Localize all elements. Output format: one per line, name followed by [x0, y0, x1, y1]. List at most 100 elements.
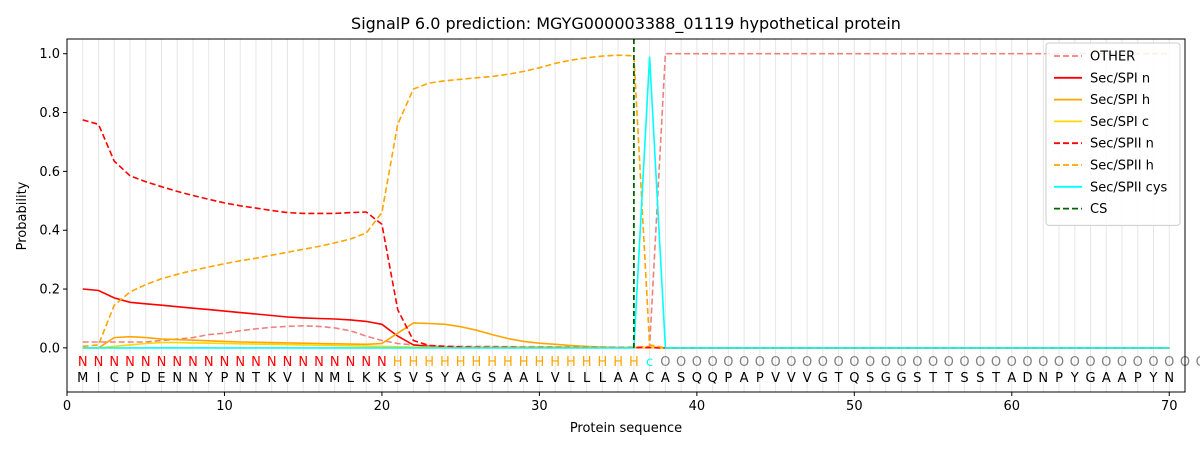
annotation-letter: N [251, 355, 261, 370]
sequence-letter: Y [440, 371, 449, 386]
annotation-letter: O [1022, 355, 1032, 370]
annotation-letter: O [786, 355, 796, 370]
annotation-letter: O [944, 355, 954, 370]
sequence-letter: M [329, 371, 340, 386]
x-tick-label: 20 [374, 399, 391, 414]
sequence-letter: L [567, 371, 575, 386]
y-axis-label: Probability [15, 181, 30, 250]
sequence-letter: Y [204, 371, 213, 386]
legend-entry: Sec/SPII h [1090, 159, 1154, 174]
annotation-letter: O [865, 355, 875, 370]
legend-entry: Sec/SPI n [1090, 71, 1150, 86]
annotation-letter: H [456, 355, 466, 370]
sequence-letter: P [1055, 371, 1063, 386]
sequence-letter: A [519, 371, 528, 386]
x-tick-label: 60 [1004, 399, 1021, 414]
annotation-letter: N [125, 355, 135, 370]
annotation-letter: O [1148, 355, 1158, 370]
sequence-letter: A [503, 371, 512, 386]
annotation-letter: N [141, 355, 151, 370]
annotation-letter: O [849, 355, 859, 370]
sequence-letter: S [394, 371, 402, 386]
x-tick-label: 10 [216, 399, 233, 414]
sequence-letter: N [314, 371, 324, 386]
legend: OTHER Sec/SPI n Sec/SPI h Sec/SPI c Sec/SPII… [1045, 42, 1181, 226]
x-tick-label: 40 [689, 399, 706, 414]
annotation-letter: O [1117, 355, 1127, 370]
annotation-letter: N [361, 355, 371, 370]
sequence-letter: V [803, 371, 812, 386]
annotation-letter: N [157, 355, 167, 370]
sequence-letter: A [456, 371, 465, 386]
vertical-gridlines [82, 39, 1170, 392]
sequence-letter: A [1102, 371, 1111, 386]
legend-entry: OTHER [1090, 50, 1135, 65]
sequence-letter: C [645, 371, 654, 386]
series-line [82, 52, 1170, 349]
sequence-letter: G [1085, 371, 1095, 386]
sequence-letter: P [724, 371, 732, 386]
sequence-letter: T [834, 371, 843, 386]
annotation-letter: N [283, 355, 293, 370]
x-tick-label: 70 [1161, 399, 1178, 414]
y-tick-label: 0.4 [39, 224, 60, 239]
x-tick-label: 30 [531, 399, 548, 414]
annotation-letter: N [314, 355, 324, 370]
annotation-letter: N [188, 355, 198, 370]
annotation-letter: H [566, 355, 576, 370]
annotation-letter: O [833, 355, 843, 370]
series-lines [82, 39, 1170, 349]
annotation-letter: O [975, 355, 985, 370]
sequence-letter: A [1007, 371, 1016, 386]
sequence-letter: A [614, 371, 623, 386]
sequence-letter: N [1038, 371, 1048, 386]
sequence-letter: G [897, 371, 907, 386]
sequence-letter: M [77, 371, 88, 386]
annotation-letter: c [646, 355, 653, 370]
annotation-letter: N [78, 355, 88, 370]
sequence-letter: N [172, 371, 182, 386]
annotation-letter: N [172, 355, 182, 370]
annotation-letter: O [755, 355, 765, 370]
annotation-letter: N [94, 355, 104, 370]
legend-entry: Sec/SPII n [1090, 137, 1154, 152]
series-line [82, 288, 1170, 349]
plot-frame [66, 38, 1186, 393]
annotation-letter: O [896, 355, 906, 370]
annotation-letter: N [298, 355, 308, 370]
annotation-letter: O [723, 355, 733, 370]
annotation-letter: H [409, 355, 419, 370]
annotation-letter: O [912, 355, 922, 370]
annotation-letter: O [770, 355, 780, 370]
y-tick-label: 0.2 [39, 283, 60, 298]
annotation-letter: H [503, 355, 513, 370]
annotation-letter: O [928, 355, 938, 370]
annotation-letter: H [535, 355, 545, 370]
sequence-letter: K [378, 371, 387, 386]
sequence-letter: E [157, 371, 165, 386]
x-tick-label: 0 [63, 399, 71, 414]
sequence-letter: G [818, 371, 828, 386]
annotation-letter: H [519, 355, 529, 370]
annotation-letter: O [1101, 355, 1111, 370]
sequence-letter: T [251, 371, 260, 386]
sequence-letter: Q [692, 371, 702, 386]
sequence-letter: G [471, 371, 481, 386]
sequence-letter: A [740, 371, 749, 386]
annotation-letter: H [582, 355, 592, 370]
annotation-letter: O [707, 355, 717, 370]
annotation-letter: H [629, 355, 639, 370]
sequence-letter: N [235, 371, 245, 386]
annotation-letter: N [330, 355, 340, 370]
sequence-letter: I [97, 371, 101, 386]
annotation-letter: N [109, 355, 119, 370]
annotation-letter: N [220, 355, 230, 370]
sequence-letter: L [347, 371, 355, 386]
sequence-letter: P [1134, 371, 1142, 386]
sequence-letter: C [110, 371, 119, 386]
sequence-letter: P [221, 371, 229, 386]
sequence-letter: T [928, 371, 937, 386]
